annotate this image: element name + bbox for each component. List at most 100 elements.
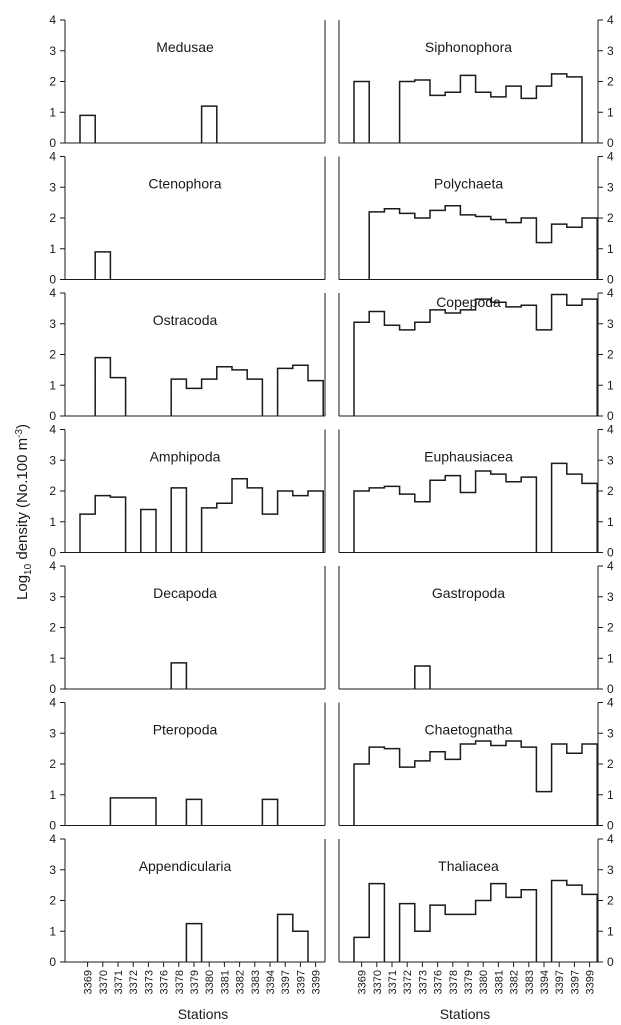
- station-label: 3369: [83, 970, 95, 994]
- y-tick-label: 4: [49, 832, 56, 846]
- y-tick-label: 0: [49, 955, 56, 969]
- y-tick-label: 0: [607, 546, 614, 560]
- y-axis-label-superscript: -3: [14, 429, 25, 438]
- y-tick-label: 4: [607, 13, 614, 27]
- station-label: 3378: [174, 970, 186, 994]
- y-tick-label: 1: [49, 515, 56, 529]
- y-tick-label: 0: [607, 136, 614, 150]
- y-tick-label: 1: [49, 788, 56, 802]
- panel-title: Euphausiacea: [424, 449, 513, 465]
- histogram-bar: [368, 204, 598, 280]
- histogram-bar: [170, 662, 188, 689]
- y-tick-label: 3: [49, 863, 56, 877]
- y-tick-label: 1: [49, 105, 56, 119]
- y-tick-label: 1: [607, 242, 614, 256]
- y-tick-label: 3: [607, 44, 614, 58]
- panels: 0 1 2 3 4 Medusae 0 1 2 3 4 Siphonophora 0 1 2 3 4 Ctenop…: [49, 13, 614, 969]
- panel-amphipoda: 0 1 2 3 4 Amphipoda: [49, 423, 326, 560]
- station-label: 3383: [524, 970, 536, 994]
- station-label: 3371: [113, 970, 125, 994]
- y-tick-label: 4: [607, 559, 614, 573]
- y-tick-label: 0: [607, 819, 614, 833]
- y-tick-label: 0: [607, 682, 614, 696]
- histogram-bar: [353, 80, 370, 143]
- y-tick-label: 1: [607, 788, 614, 802]
- histogram-bar: [261, 798, 279, 826]
- station-label: 3382: [235, 970, 247, 994]
- y-tick-label: 4: [607, 832, 614, 846]
- panel-ostracoda: 0 1 2 3 4 Ostracoda: [49, 286, 326, 423]
- panel-appendicularia: 0 1 2 3 4 Appendicularia: [49, 832, 326, 969]
- y-tick-label: 4: [49, 286, 56, 300]
- panel-title: Siphonophora: [425, 39, 512, 55]
- histogram-bar: [353, 740, 598, 826]
- station-tick-labels: 3369 3370 3371 3372 3373 3376 3378 3379 3380 3381…: [83, 962, 597, 994]
- y-tick-label: 1: [607, 515, 614, 529]
- histogram-bar: [353, 470, 538, 553]
- y-tick-label: 2: [49, 484, 56, 498]
- y-tick-label: 3: [607, 453, 614, 467]
- station-label: 3383: [250, 970, 262, 994]
- panel-title: Amphipoda: [150, 449, 221, 465]
- y-tick-label: 2: [49, 894, 56, 908]
- y-tick-label: 2: [49, 621, 56, 635]
- y-tick-label: 4: [49, 559, 56, 573]
- histogram-bar: [550, 462, 598, 553]
- y-tick-label: 4: [607, 696, 614, 710]
- y-tick-label: 1: [607, 651, 614, 665]
- histogram-bar: [94, 356, 127, 416]
- histogram-bar: [353, 293, 598, 416]
- y-tick-label: 2: [49, 348, 56, 362]
- station-label: 3371: [387, 970, 399, 994]
- y-tick-label: 3: [607, 317, 614, 331]
- y-tick-label: 3: [49, 726, 56, 740]
- y-tick-label: 1: [49, 924, 56, 938]
- y-tick-label: 2: [49, 75, 56, 89]
- y-tick-label: 1: [49, 651, 56, 665]
- y-tick-label: 3: [607, 180, 614, 194]
- station-label: 3382: [509, 970, 521, 994]
- y-tick-label: 0: [607, 409, 614, 423]
- histogram-bar: [276, 364, 324, 416]
- y-tick-label: 1: [607, 924, 614, 938]
- histogram-bar: [79, 114, 96, 143]
- panel-title: Gastropoda: [432, 585, 505, 601]
- y-tick-label: 4: [607, 286, 614, 300]
- y-tick-label: 4: [607, 150, 614, 164]
- histogram-bar: [353, 882, 386, 962]
- y-tick-label: 2: [49, 211, 56, 225]
- station-label: 3394: [265, 970, 277, 994]
- y-tick-label: 3: [49, 453, 56, 467]
- panel-thaliacea: 0 1 2 3 4 Thaliacea: [338, 832, 614, 969]
- histogram-bar: [414, 665, 431, 689]
- panel-polychaeta: 0 1 2 3 4 Polychaeta: [338, 150, 614, 287]
- y-tick-label: 4: [49, 13, 56, 27]
- y-tick-label: 3: [49, 590, 56, 604]
- panel-title: Ctenophora: [148, 176, 221, 192]
- panel-ctenophora: 0 1 2 3 4 Ctenophora: [49, 150, 326, 287]
- panel-copepoda: 0 1 2 3 4 Copepoda: [338, 286, 614, 423]
- panel-title: Pteropoda: [153, 722, 218, 738]
- y-tick-label: 0: [49, 409, 56, 423]
- y-tick-label: 2: [607, 621, 614, 635]
- panel-euphausiacea: 0 1 2 3 4 Euphausiacea: [338, 423, 614, 560]
- y-tick-label: 0: [607, 273, 614, 287]
- station-label: 3370: [372, 970, 384, 994]
- panel-title: Thaliacea: [438, 858, 499, 874]
- panel-title: Medusae: [156, 39, 214, 55]
- y-tick-label: 2: [607, 75, 614, 89]
- panel-siphonophora: 0 1 2 3 4 Siphonophora: [338, 13, 614, 150]
- panel-medusae: 0 1 2 3 4 Medusae: [49, 13, 326, 150]
- y-tick-label: 1: [607, 378, 614, 392]
- histogram-bar: [398, 882, 538, 962]
- histogram-bar: [140, 508, 157, 553]
- station-label: 3399: [585, 970, 597, 994]
- y-axis-label-subscript: 10: [23, 563, 34, 575]
- y-tick-label: 2: [607, 211, 614, 225]
- y-tick-label: 4: [49, 696, 56, 710]
- histogram-bar: [398, 73, 583, 143]
- y-tick-label: 3: [49, 180, 56, 194]
- y-tick-label: 0: [49, 546, 56, 560]
- histogram-bar: [79, 494, 127, 553]
